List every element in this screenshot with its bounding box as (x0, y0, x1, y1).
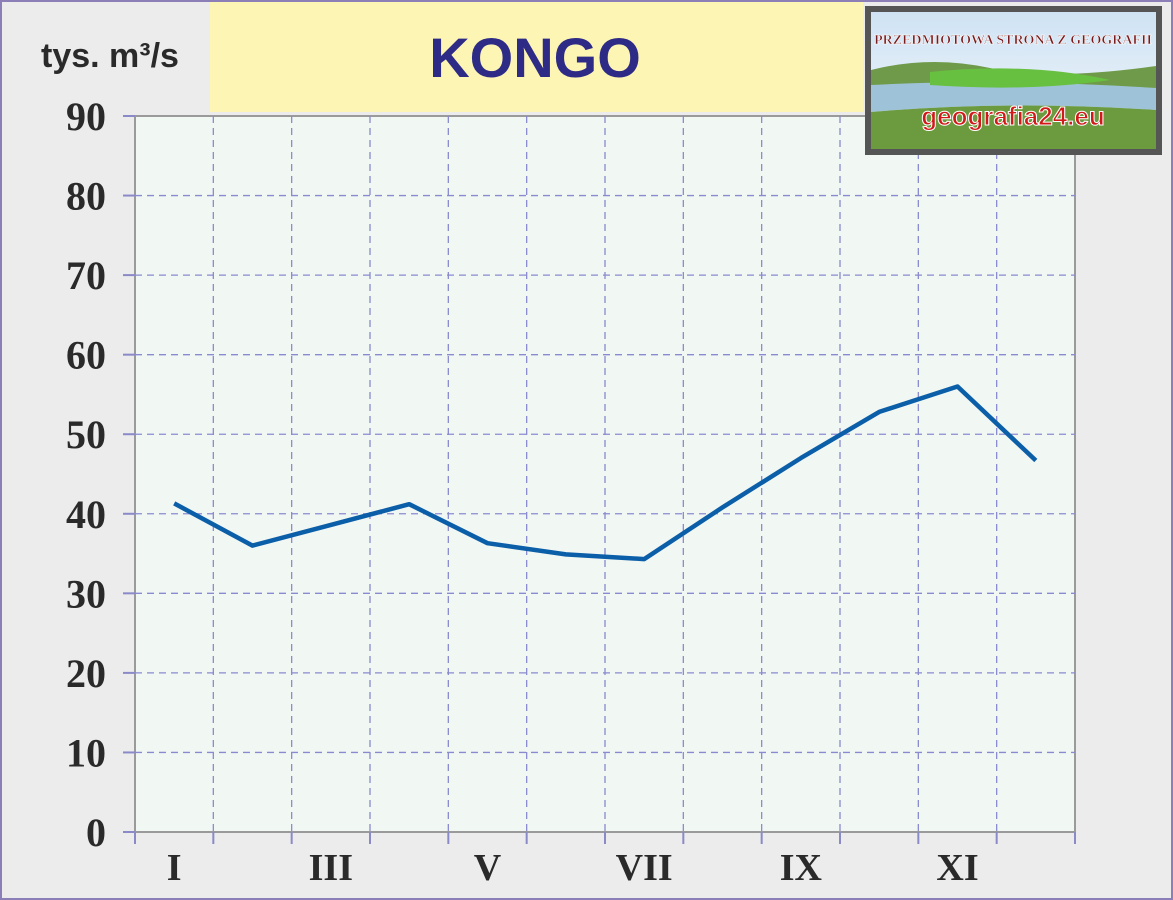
chart-title: KONGO (429, 26, 641, 89)
y-tick-label: 30 (66, 571, 106, 616)
y-tick-label: 80 (66, 174, 106, 219)
x-tick-label: I (167, 847, 182, 889)
x-tick-label: IX (780, 847, 822, 889)
logo-caption: PRZEDMIOTOWA STRONA Z GEOGRAFII (874, 33, 1152, 48)
x-tick-label: XI (936, 847, 978, 889)
x-tick-label: VII (616, 847, 673, 889)
x-tick-label: III (309, 847, 353, 889)
x-tick-label: V (474, 847, 502, 889)
grid (135, 116, 1075, 832)
title-banner (210, 2, 863, 112)
y-tick-label: 40 (66, 492, 106, 537)
y-axis-label: tys. m³/s (41, 37, 179, 75)
y-tick-label: 90 (66, 94, 106, 139)
logo: PRZEDMIOTOWA STRONA Z GEOGRAFII geografi… (865, 6, 1162, 155)
logo-river (871, 82, 1156, 112)
logo-bank (871, 105, 1156, 149)
y-tick-label: 20 (66, 651, 106, 696)
logo-island (930, 68, 1110, 88)
y-tick-label: 70 (66, 253, 106, 298)
plot-area (134, 115, 1076, 833)
logo-site: geografia24.eu (921, 101, 1105, 131)
y-tick-label: 60 (66, 333, 106, 378)
data-line (173, 384, 1038, 562)
y-tick-label: 50 (66, 412, 106, 457)
y-tick-label: 0 (86, 810, 106, 855)
y-tick-label: 10 (66, 730, 106, 775)
